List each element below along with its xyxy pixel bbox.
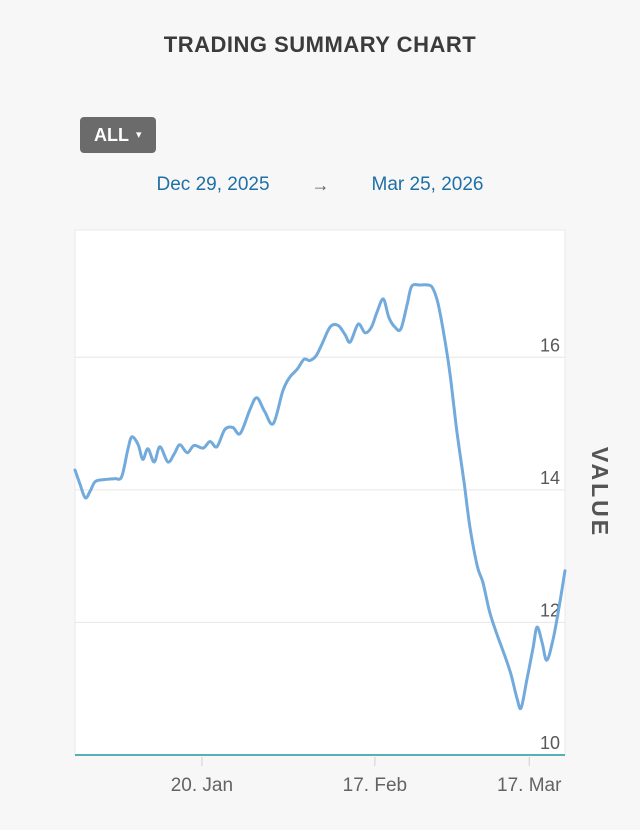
- trading-chart: 16 14 12 10 20. Jan 17. Feb 17. Mar VALUE: [73, 229, 613, 796]
- x-tick-label: 17. Feb: [343, 775, 407, 796]
- x-tick-label: 17. Mar: [497, 775, 562, 796]
- range-dropdown-label: ALL: [94, 124, 129, 145]
- page-title: TRADING SUMMARY CHART: [163, 32, 477, 57]
- series-line[interactable]: [73, 283, 567, 711]
- start-date-link[interactable]: Dec 29, 2025: [156, 174, 270, 195]
- y-tick-label: 12: [540, 600, 560, 620]
- range-dropdown-button[interactable]: ALL ▾: [80, 117, 156, 153]
- date-range: Dec 29, 2025 → Mar 25, 2026: [0, 174, 640, 196]
- y-axis-title: VALUE: [587, 447, 613, 538]
- y-tick-label: 10: [540, 733, 560, 753]
- end-date-link[interactable]: Mar 25, 2026: [371, 174, 484, 195]
- y-tick-label: 16: [540, 335, 560, 355]
- y-tick-label: 14: [540, 468, 560, 488]
- chevron-down-icon: ▾: [136, 128, 142, 141]
- x-tick-label: 20. Jan: [171, 775, 233, 796]
- arrow-right-icon: →: [311, 174, 330, 195]
- plot-area: [74, 229, 566, 756]
